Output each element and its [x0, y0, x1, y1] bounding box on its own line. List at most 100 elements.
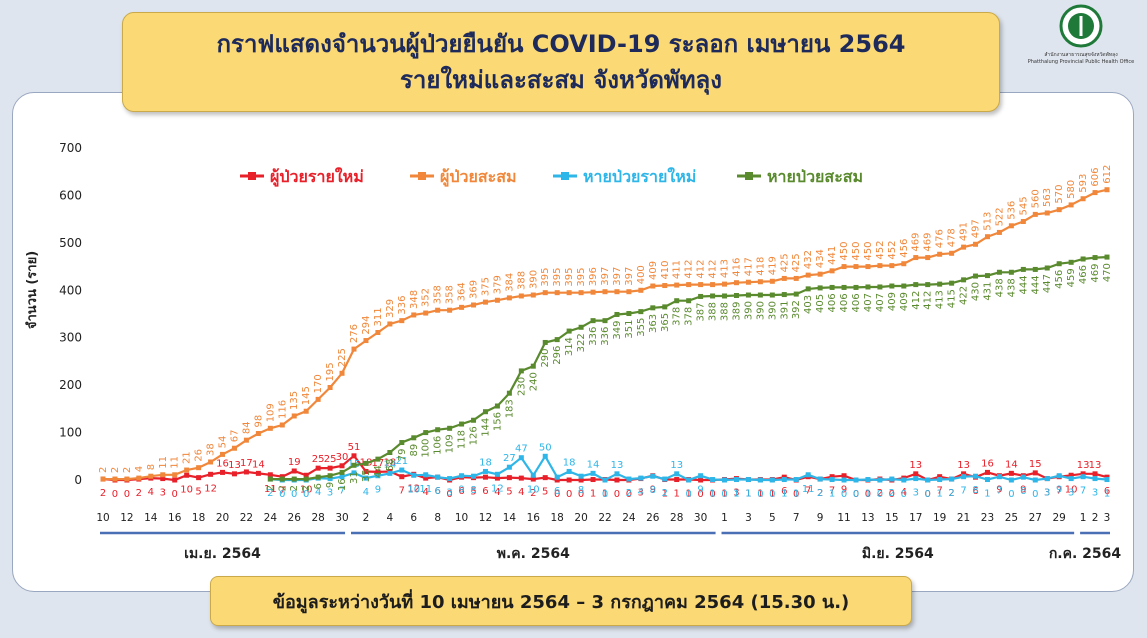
x-tick-label: 20: [216, 512, 229, 524]
data-label: 58: [385, 458, 396, 471]
data-label: 7: [805, 486, 811, 497]
data-label: 456: [1054, 270, 1065, 289]
x-tick-label: 14: [144, 512, 158, 524]
point: [1068, 476, 1074, 482]
data-label: 0: [757, 489, 763, 500]
point: [698, 473, 704, 479]
point: [423, 475, 429, 481]
point: [841, 264, 847, 270]
point: [877, 284, 883, 290]
data-label: 0: [697, 489, 703, 500]
data-label: 410: [660, 260, 671, 279]
data-label: 11: [264, 484, 277, 495]
data-label: 422: [959, 286, 970, 305]
point: [1032, 211, 1038, 217]
data-label: 397: [624, 267, 635, 286]
y-tick-label: 100: [59, 426, 82, 440]
point: [889, 263, 895, 269]
data-label: 438: [1006, 278, 1017, 297]
data-label: 2: [817, 488, 823, 499]
x-tick-label: 30: [694, 512, 707, 524]
legend-swatch-marker: [561, 172, 569, 180]
point: [1020, 219, 1026, 225]
point: [399, 474, 405, 480]
x-tick-label: 1: [1080, 512, 1087, 524]
point: [435, 307, 441, 313]
data-label: 13: [228, 460, 241, 471]
point: [208, 471, 214, 477]
data-label: 3: [160, 488, 166, 499]
point: [220, 451, 226, 457]
point: [399, 467, 405, 473]
point: [686, 298, 692, 304]
data-label: 8: [650, 485, 656, 496]
point: [494, 297, 500, 303]
point: [1056, 261, 1062, 267]
x-tick-label: 20: [574, 512, 587, 524]
point: [530, 363, 536, 369]
data-label: 1: [674, 489, 680, 500]
point: [1008, 477, 1014, 483]
data-label: 0: [446, 489, 452, 500]
point: [698, 282, 704, 288]
point: [100, 476, 106, 482]
point: [984, 477, 990, 483]
logo-emblem: [1059, 4, 1103, 48]
point: [626, 476, 632, 482]
point: [829, 477, 835, 483]
point: [303, 472, 309, 478]
data-label: 0: [709, 489, 715, 500]
point: [996, 229, 1002, 235]
point: [184, 467, 190, 473]
data-label: 25: [324, 454, 337, 465]
point: [877, 477, 883, 483]
data-label: 294: [361, 315, 372, 334]
x-tick-label: 18: [192, 512, 205, 524]
point: [602, 289, 608, 295]
data-label: 407: [875, 293, 886, 312]
data-label: 390: [743, 301, 754, 320]
x-tick-label: 4: [387, 512, 394, 524]
data-label: 0: [925, 489, 931, 500]
data-label: 0: [853, 489, 859, 500]
data-label: 2: [110, 467, 121, 473]
data-label: 4: [494, 487, 500, 498]
data-label: 419: [767, 256, 778, 275]
data-label: 450: [851, 241, 862, 260]
point: [1080, 471, 1086, 477]
data-label: 1: [757, 489, 763, 500]
data-label: 2: [530, 488, 536, 499]
data-label: 13: [611, 460, 624, 471]
data-label: 6: [554, 486, 560, 497]
point: [506, 464, 512, 470]
data-label: 336: [600, 327, 611, 346]
point: [961, 244, 967, 250]
data-label: 27: [503, 453, 516, 464]
data-label: 290: [540, 348, 551, 367]
point: [387, 321, 393, 327]
data-label: 378: [684, 307, 695, 326]
data-label: 0: [554, 489, 560, 500]
y-tick-label: 700: [59, 141, 82, 155]
data-label: 409: [887, 292, 898, 311]
point: [961, 474, 967, 480]
point: [1008, 269, 1014, 275]
data-label: 612: [1102, 165, 1113, 184]
point: [781, 292, 787, 298]
x-tick-label: 21: [957, 512, 970, 524]
data-label: 476: [935, 229, 946, 248]
data-label: 1: [745, 489, 751, 500]
data-label: 50: [539, 442, 552, 453]
point: [267, 476, 273, 482]
point: [745, 279, 751, 285]
x-tick-label: 16: [527, 512, 541, 524]
data-label: 15: [1029, 459, 1042, 470]
point: [423, 310, 429, 316]
x-tick-label: 30: [335, 512, 348, 524]
point: [1080, 474, 1086, 480]
point: [829, 474, 835, 480]
legend-swatch-marker: [248, 172, 256, 180]
data-label: 425: [779, 253, 790, 272]
x-tick-label: 14: [503, 512, 517, 524]
data-label: 47: [515, 444, 528, 455]
